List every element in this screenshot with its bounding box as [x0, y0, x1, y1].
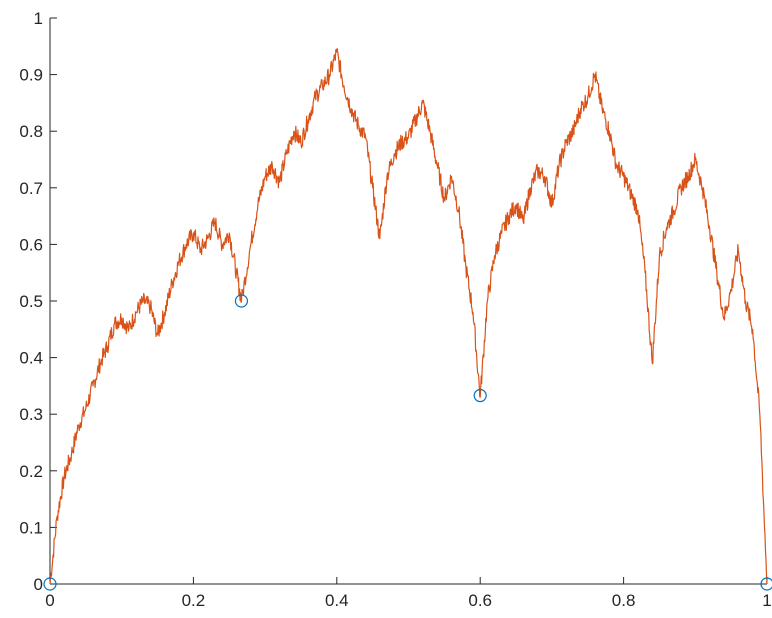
marker-point [43, 577, 57, 591]
marker-point [234, 294, 249, 308]
y-tick-label: 0.3 [19, 405, 43, 424]
x-tick-label: 0.8 [612, 591, 636, 610]
axes: 0 0.2 0.4 0.6 0.8 1 0 0.1 0.2 0.3 0.4 0.5 0.6 0.7 0.8 0… [19, 9, 771, 610]
x-tick-label: 0.2 [182, 591, 206, 610]
marker-point [760, 577, 772, 591]
x-tick-label: 0.4 [325, 591, 349, 610]
y-tick-label: 0.1 [19, 518, 43, 537]
y-tick-label: 0.7 [19, 179, 43, 198]
marker-point [473, 388, 487, 403]
x-tick-label: 0.6 [468, 591, 492, 610]
series-layer [43, 48, 772, 591]
y-tick-label: 0.2 [19, 462, 43, 481]
y-tick-label: 0.5 [19, 292, 43, 311]
y-tick-label: 0 [34, 575, 43, 594]
x-tick-label: 0 [45, 591, 54, 610]
y-tick-label: 0.4 [19, 349, 43, 368]
y-tick-label: 1 [34, 9, 43, 28]
y-tick-label: 0.6 [19, 235, 43, 254]
x-tick-label: 1 [762, 591, 771, 610]
y-tick-label: 0.8 [19, 122, 43, 141]
series-line [49, 48, 768, 585]
y-tick-label: 0.9 [19, 66, 43, 85]
